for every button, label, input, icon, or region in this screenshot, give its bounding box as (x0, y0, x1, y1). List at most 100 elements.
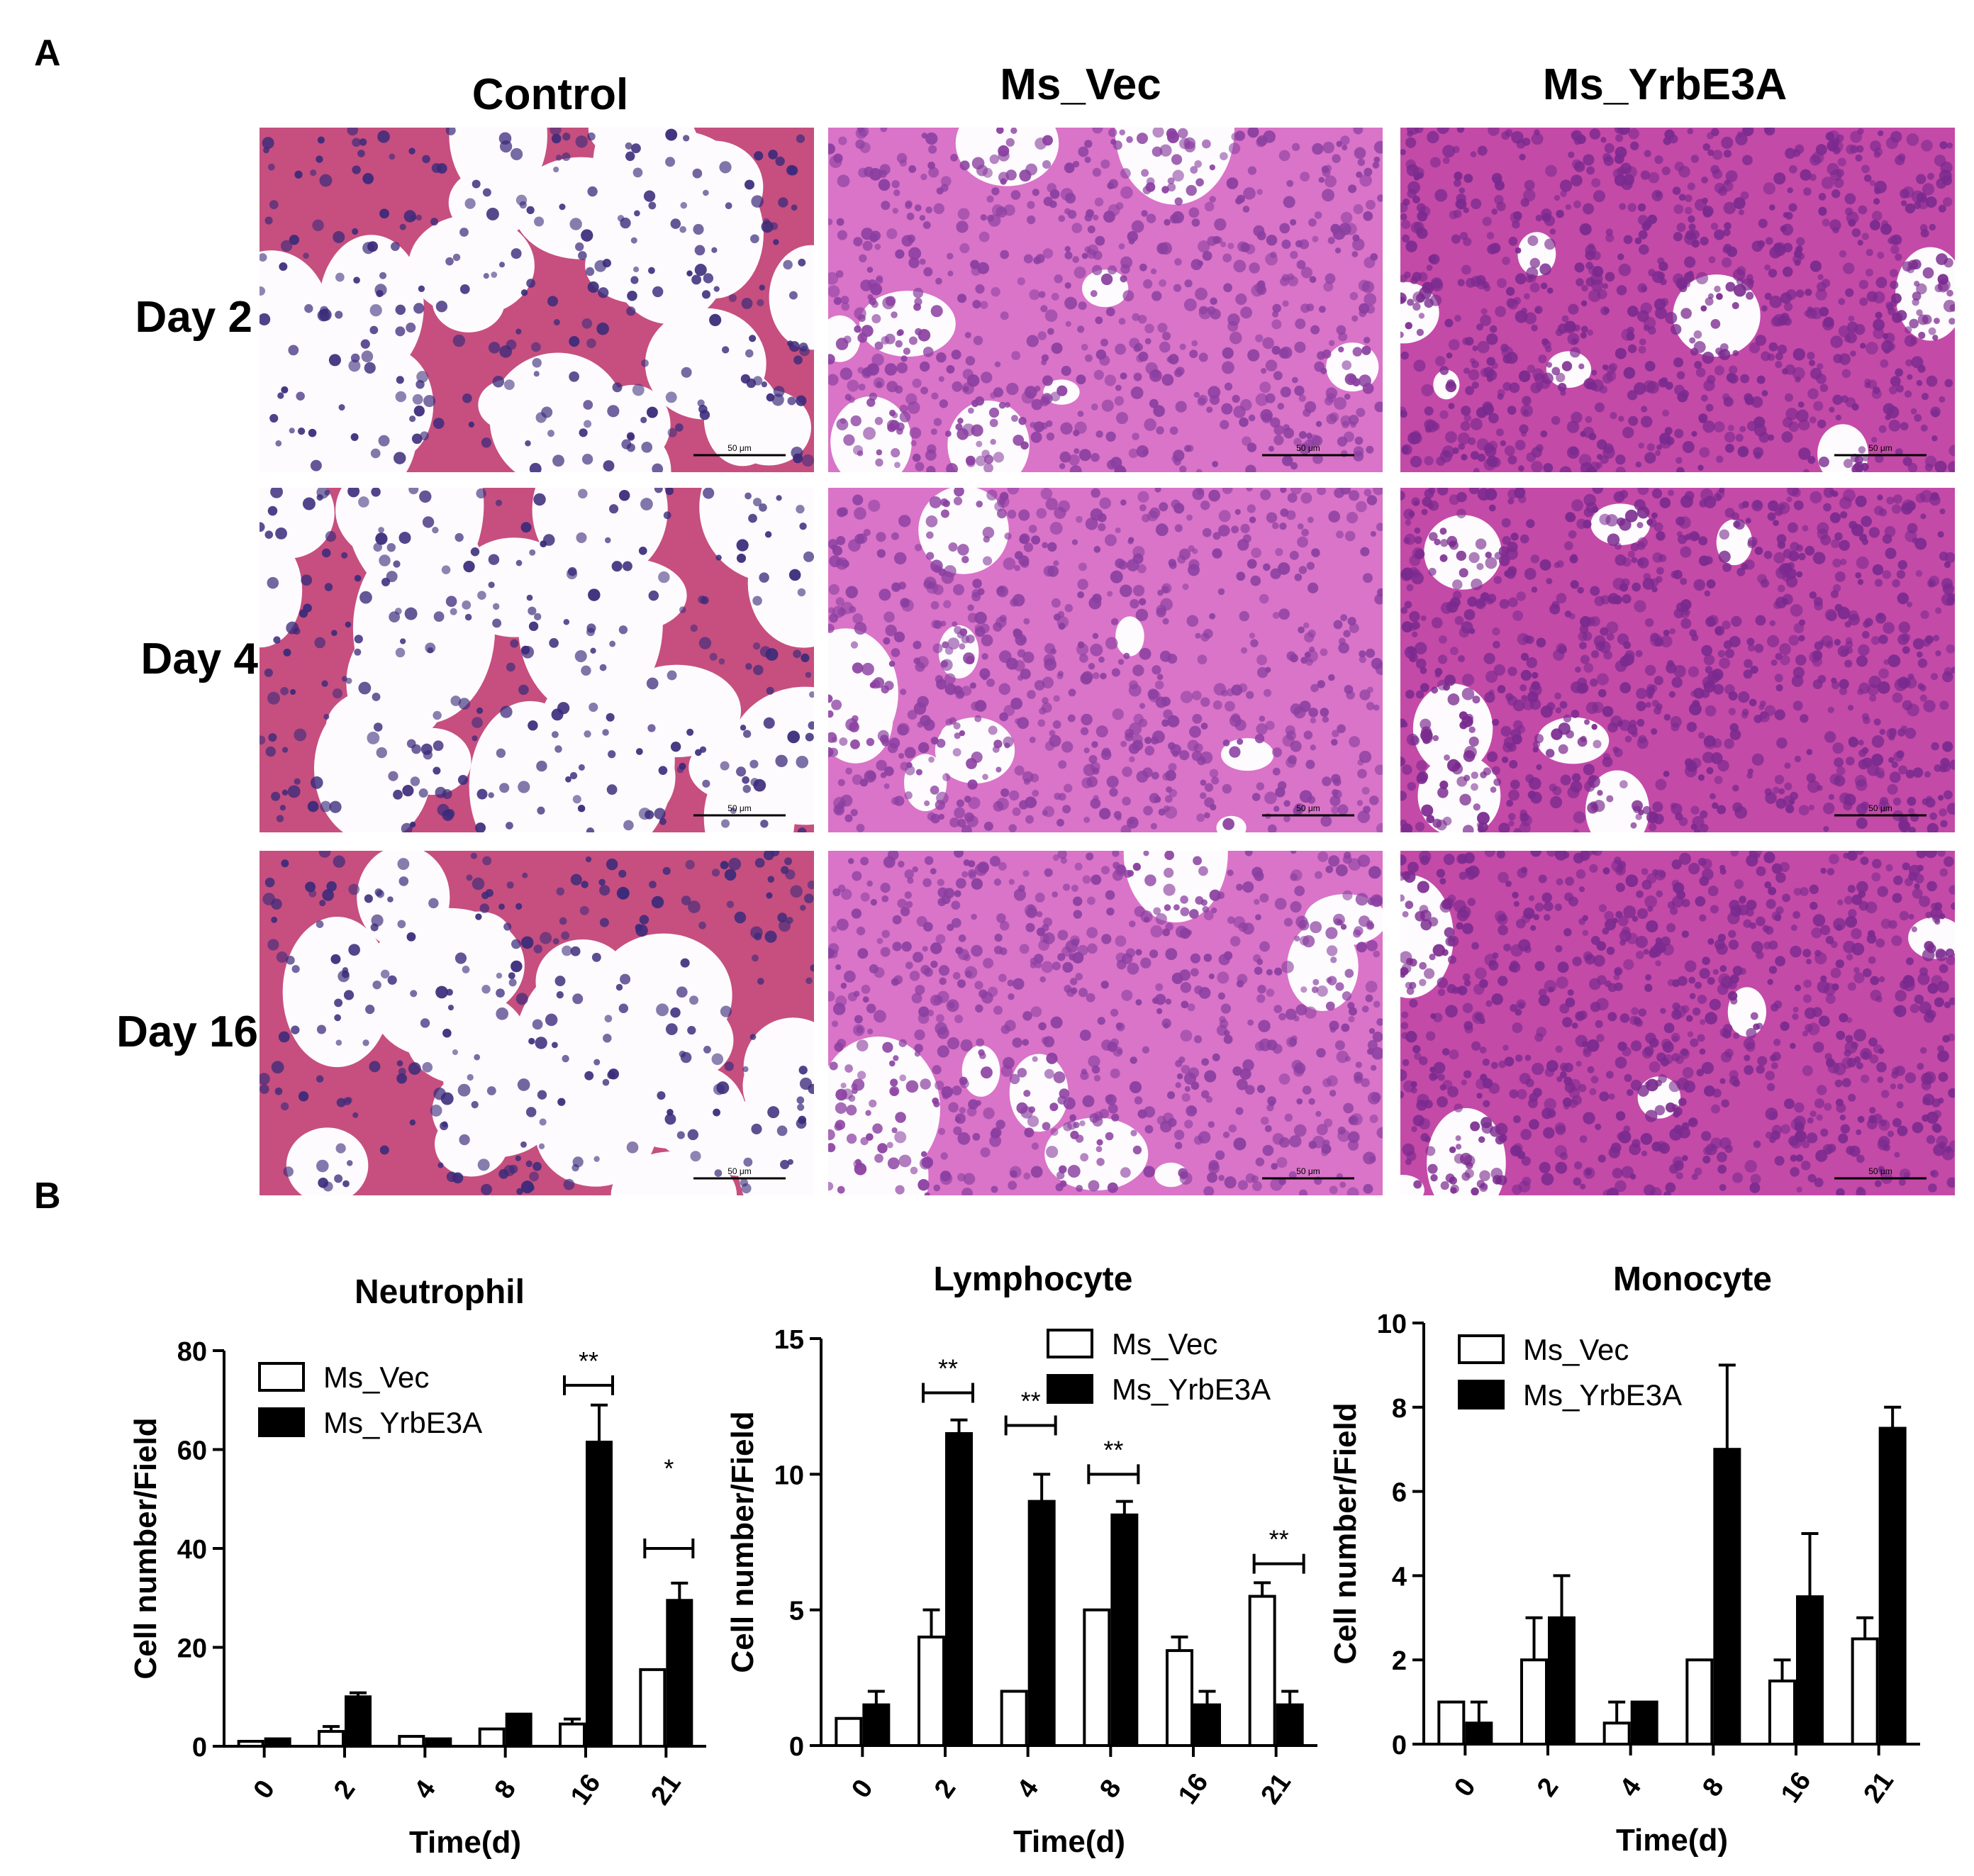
cell-nucleus (1501, 756, 1509, 764)
cell-nucleus (468, 421, 475, 428)
cell-nucleus (718, 658, 725, 665)
cell-nucleus (1459, 231, 1468, 240)
cell-nucleus (1798, 805, 1810, 816)
cell-nucleus (935, 675, 944, 683)
cell-nucleus (743, 730, 752, 738)
cell-nucleus (402, 785, 414, 797)
cell-nucleus (330, 630, 338, 636)
cell-nucleus (1774, 674, 1783, 683)
cell-nucleus (1132, 432, 1139, 440)
cell-nucleus (1112, 851, 1120, 857)
cell-nucleus (1477, 453, 1486, 462)
cell-nucleus (1047, 328, 1054, 335)
cell-nucleus (1295, 915, 1308, 928)
cell-nucleus (645, 810, 654, 820)
cell-nucleus (1570, 554, 1578, 562)
cell-nucleus (1673, 232, 1683, 242)
cell-nucleus (972, 299, 981, 309)
cell-nucleus (280, 686, 289, 696)
cell-nucleus (281, 386, 289, 393)
cell-nucleus (942, 773, 951, 781)
cell-nucleus (1412, 621, 1420, 630)
cell-nucleus (1318, 306, 1326, 313)
cell-nucleus (1013, 435, 1025, 446)
cell-nucleus (1014, 765, 1025, 776)
cell-nucleus (766, 686, 774, 695)
cell-nucleus (898, 1039, 907, 1047)
cell-nucleus (1169, 426, 1178, 435)
cell-nucleus (1086, 927, 1098, 939)
cell-nucleus (957, 418, 964, 424)
cell-nucleus (1463, 609, 1476, 620)
cell-nucleus (1863, 620, 1870, 628)
cell-nucleus (1600, 627, 1609, 636)
cell-nucleus (1179, 969, 1191, 981)
cell-nucleus (892, 915, 902, 925)
cell-nucleus (1717, 1164, 1727, 1174)
cell-nucleus (648, 590, 659, 601)
cell-nucleus (854, 622, 867, 635)
cell-nucleus (1851, 524, 1864, 537)
cell-nucleus (369, 304, 382, 317)
cell-nucleus (1376, 1127, 1383, 1139)
cell-nucleus (1779, 503, 1785, 510)
cell-nucleus (1589, 864, 1598, 873)
cell-nucleus (846, 1105, 857, 1116)
cell-nucleus (1796, 237, 1805, 246)
cell-nucleus (1727, 246, 1738, 257)
cell-nucleus (1353, 446, 1364, 457)
cell-nucleus (1237, 241, 1248, 252)
cell-nucleus (342, 1180, 350, 1188)
cell-nucleus (403, 210, 416, 223)
cell-nucleus (584, 420, 592, 428)
cell-nucleus (1322, 189, 1334, 202)
cell-nucleus (1593, 739, 1602, 749)
cell-nucleus (1293, 1124, 1307, 1137)
cell-nucleus (1724, 432, 1736, 443)
cell-nucleus (779, 920, 791, 932)
cell-nucleus (503, 922, 512, 931)
cell-nucleus (1409, 610, 1420, 622)
cell-nucleus (1164, 851, 1174, 861)
cell-nucleus (1793, 622, 1805, 634)
cell-nucleus (780, 1159, 790, 1170)
cell-nucleus (837, 230, 847, 240)
alveolar-space (649, 1066, 746, 1160)
cell-nucleus (1133, 372, 1142, 381)
cell-nucleus (1322, 715, 1329, 723)
cell-nucleus (1487, 598, 1493, 605)
cell-nucleus (952, 1085, 962, 1096)
cell-nucleus (1858, 682, 1870, 694)
cell-nucleus (1680, 308, 1692, 319)
cell-nucleus (994, 361, 1001, 368)
cell-nucleus (1087, 943, 1098, 954)
cell-nucleus (1507, 696, 1517, 706)
cell-nucleus (1855, 779, 1868, 791)
cell-nucleus (1600, 137, 1607, 143)
cell-nucleus (578, 488, 588, 499)
cell-nucleus (1571, 159, 1582, 169)
cell-nucleus (974, 981, 983, 990)
cell-nucleus (1534, 961, 1545, 971)
cell-nucleus (1741, 278, 1754, 291)
cell-nucleus (745, 663, 752, 670)
cell-nucleus (760, 820, 769, 828)
cell-nucleus (1890, 280, 1899, 289)
cell-nucleus (1274, 898, 1287, 910)
cell-nucleus (852, 715, 859, 722)
cell-nucleus (1268, 1100, 1275, 1107)
cell-nucleus (1831, 681, 1840, 690)
cell-nucleus (1583, 203, 1595, 215)
cell-nucleus (1201, 1058, 1210, 1066)
cell-nucleus (1744, 1065, 1754, 1076)
cell-nucleus (1722, 180, 1734, 192)
cell-nucleus (876, 274, 883, 282)
cell-nucleus (1768, 269, 1778, 278)
cell-nucleus (1105, 1095, 1113, 1103)
cell-nucleus (1091, 403, 1098, 411)
cell-nucleus (1279, 277, 1289, 286)
cell-nucleus (1238, 683, 1248, 693)
cell-nucleus (606, 713, 615, 722)
cell-nucleus (843, 335, 852, 344)
